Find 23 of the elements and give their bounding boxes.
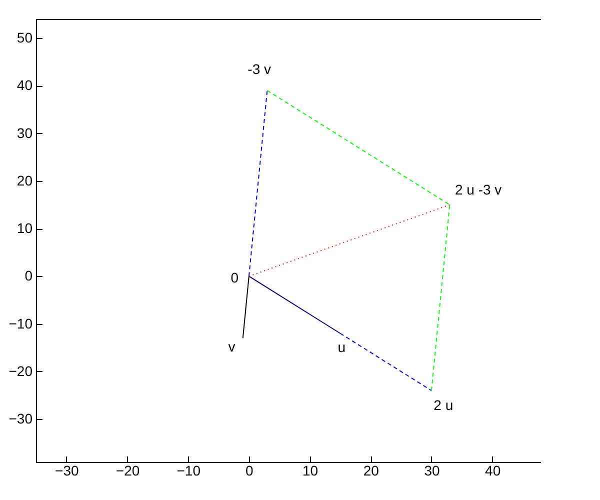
- y-tick-label: 10: [16, 220, 33, 236]
- x-tick-label: 30: [424, 462, 440, 478]
- annotation: u: [338, 338, 346, 355]
- y-tick-label: 50: [16, 30, 33, 46]
- y-tick-label: 40: [16, 77, 33, 94]
- y-tick-label: 20: [16, 172, 33, 188]
- annotation: 2 u -3 v: [454, 181, 502, 198]
- x-tick-label: 0: [246, 462, 254, 478]
- x-tick-label: −20: [116, 462, 140, 478]
- annotation: 2 u: [434, 396, 454, 413]
- x-tick-label: 10: [302, 462, 318, 478]
- x-tick-label: −30: [55, 462, 80, 478]
- y-tick-label: 30: [16, 124, 33, 141]
- annotation: v: [228, 338, 236, 354]
- x-tick-label: 20: [363, 462, 380, 478]
- y-tick-label: 0: [24, 268, 33, 284]
- y-tick-label: −10: [8, 315, 33, 332]
- x-tick-label: 40: [485, 462, 501, 478]
- annotation: 0: [230, 269, 239, 286]
- y-tick-label: −30: [8, 410, 33, 427]
- annotation: -3 v: [248, 60, 272, 77]
- x-tick-label: −10: [176, 462, 201, 478]
- y-tick-label: −20: [8, 362, 33, 379]
